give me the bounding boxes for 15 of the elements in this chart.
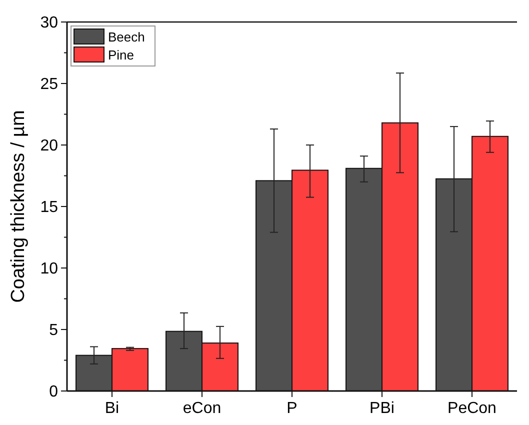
y-tick-label: 30 <box>40 14 58 32</box>
y-tick-label: 5 <box>49 322 58 340</box>
legend-label: Beech <box>108 30 145 45</box>
y-tick-label: 0 <box>49 384 58 401</box>
legend-label: Pine <box>108 48 134 63</box>
x-tick-label: Bi <box>104 400 120 417</box>
x-tick-label: P <box>286 400 298 417</box>
y-tick-label: 20 <box>40 138 58 155</box>
y-tick-label: 10 <box>40 260 58 278</box>
x-tick-label: PBi <box>370 400 394 417</box>
x-tick-label: PeCon <box>448 400 496 417</box>
y-tick-label: 15 <box>40 199 58 216</box>
y-axis-title: Coating thickness / µm <box>8 110 29 303</box>
x-tick-label: eCon <box>182 400 222 417</box>
y-tick-label: 25 <box>40 76 58 94</box>
